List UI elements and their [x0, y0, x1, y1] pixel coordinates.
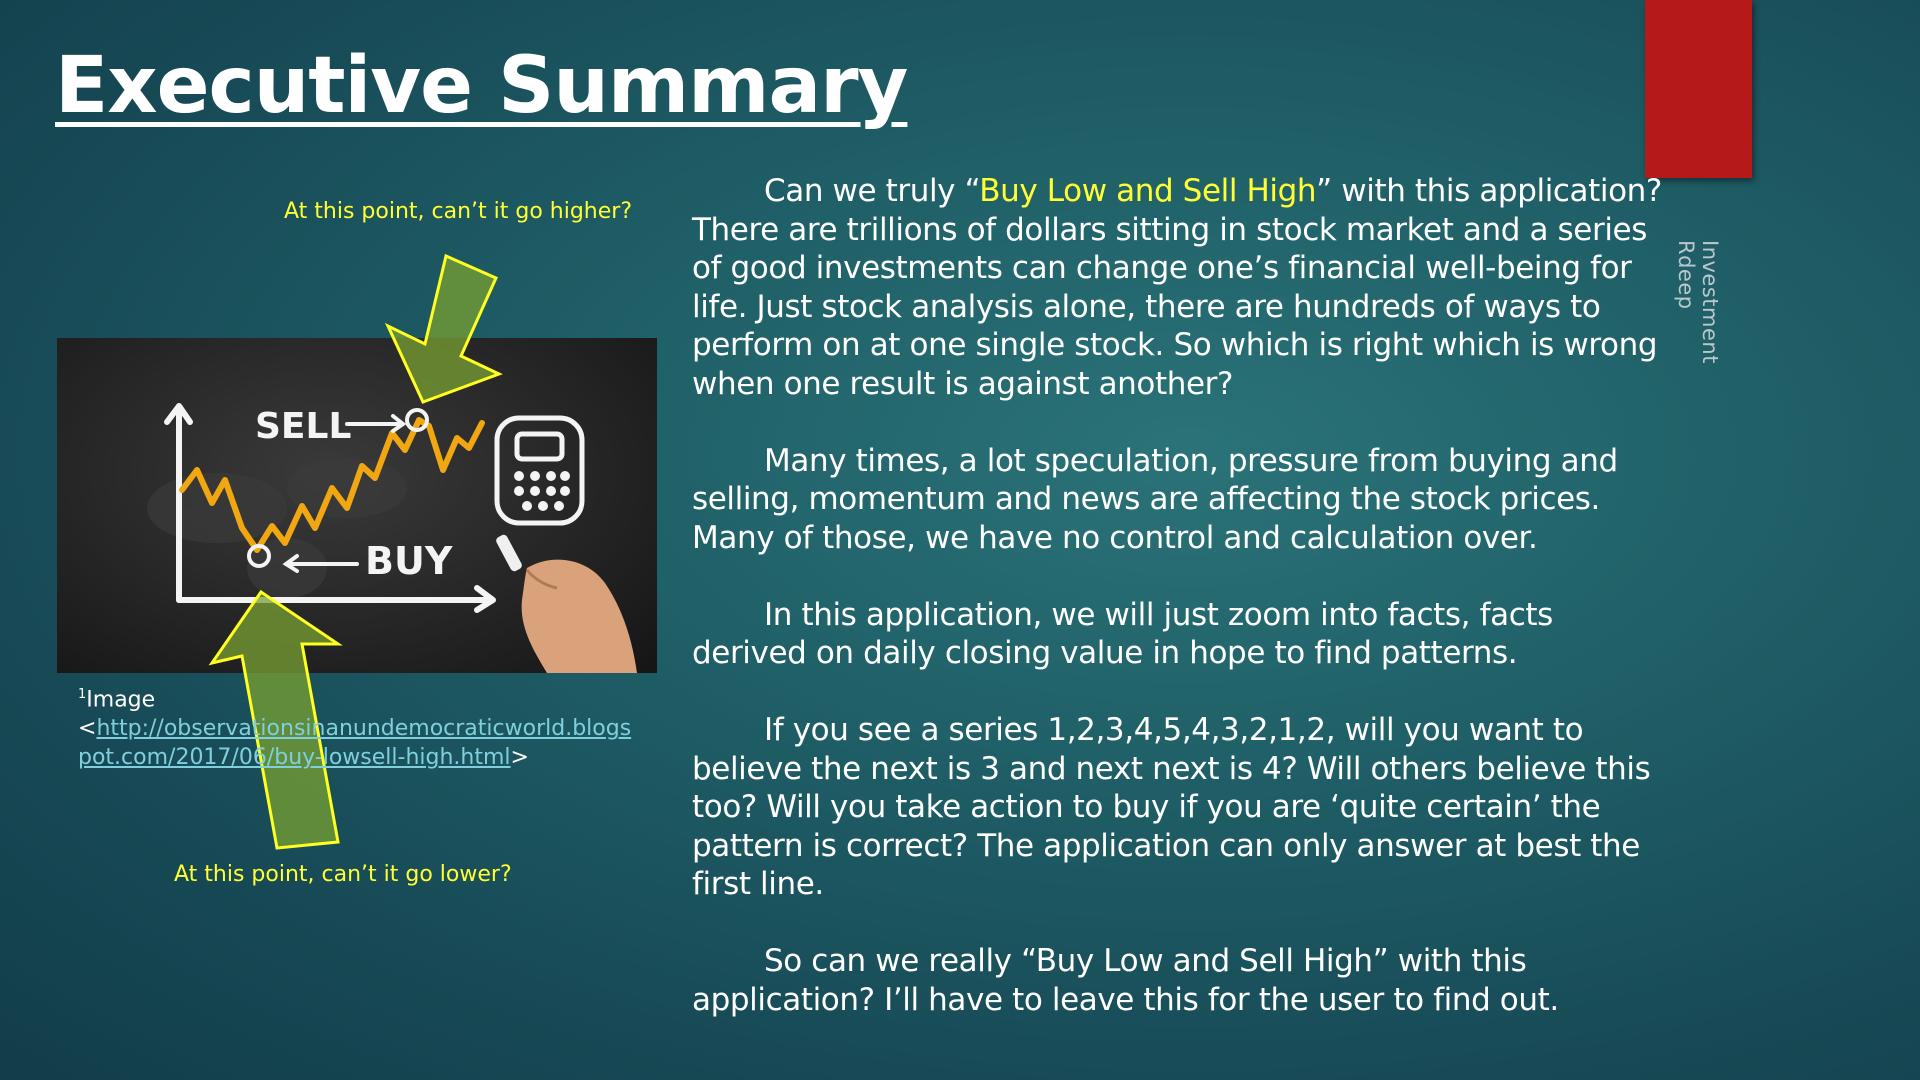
caption-footnote-number: 1 [78, 687, 87, 702]
callout-lower: At this point, can’t it go lower? [174, 862, 512, 887]
summary-body: Can we truly “Buy Low and Sell High” wit… [692, 172, 1667, 1058]
slide-title: Executive Summary [55, 41, 908, 131]
caption-close-bracket: > [510, 745, 529, 771]
paragraph-3: In this application, we will just zoom i… [692, 596, 1553, 672]
p1-pre: Can we truly “ [764, 173, 980, 209]
red-accent-tab [1645, 0, 1752, 178]
price-line [179, 417, 485, 553]
caption-prefix: Image [86, 687, 156, 713]
paragraph-1: Can we truly “Buy Low and Sell High” wit… [692, 172, 1667, 403]
sell-label: SELL [255, 406, 351, 447]
image-caption: 1Image <http://observationsinanundemocra… [78, 680, 638, 772]
callout-higher: At this point, can’t it go higher? [283, 199, 632, 224]
caption-source-link[interactable]: http://observationsinanundemocraticworld… [78, 716, 632, 771]
side-label: Investment Rdeep [1674, 240, 1722, 364]
buy-sell-chalkboard-image: SELL BUY [57, 338, 657, 673]
paragraph-4: If you see a series 1,2,3,4,5,4,3,2,1,2,… [692, 712, 1651, 902]
paragraph-5: So can we really “Buy Low and Sell High”… [692, 943, 1559, 1018]
caption-open-bracket: < [78, 716, 97, 742]
hand-with-chalk [496, 534, 637, 673]
calculator-icon [494, 415, 585, 526]
paragraph-2: Many times, a lot speculation, pressure … [692, 442, 1618, 556]
p1-highlight: Buy Low and Sell High [979, 173, 1317, 209]
buy-label: BUY [365, 539, 453, 583]
p1-post: ” with this application? There are trill… [692, 173, 1662, 402]
chalkboard-drawing: SELL BUY [147, 403, 637, 673]
